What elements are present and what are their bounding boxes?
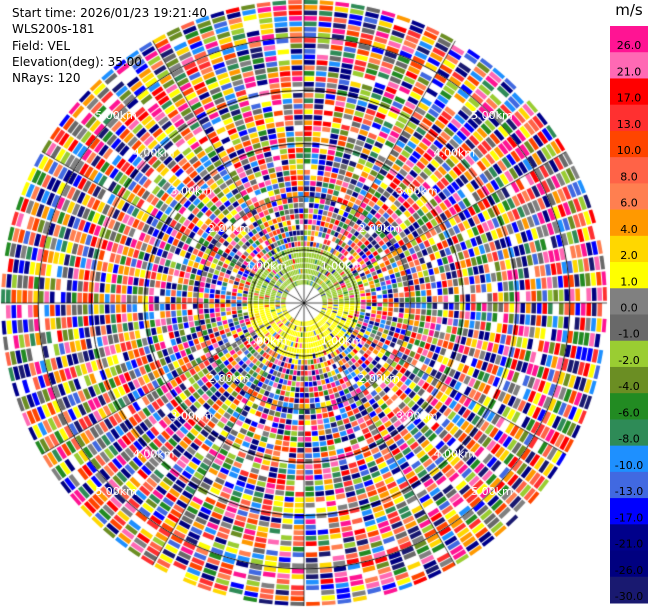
ring-label-5km-2: 5.00km [95,485,137,498]
ring-label-4km-0: 4.00km [133,147,175,160]
colorbar-tick-label: -10.0 [615,459,643,472]
ring-label-2km-2: 2.00km [208,372,250,385]
ring-label-1km-0: 1.00km [246,259,288,272]
colorbar-tick-label: 17.0 [617,92,642,105]
ring-label-5km-3: 5.00km [471,485,513,498]
instrument-label: WLS200s-181 [12,22,95,37]
colorbar-tick-label: 8.0 [620,170,638,183]
colorbar-tick-label: -1.0 [618,328,639,341]
colorbar-tick-label: 1.0 [620,275,638,288]
colorbar-swatch [610,524,648,552]
colorbar-tick-label: 4.0 [620,223,638,236]
colorbar-swatch [610,235,648,263]
colorbar-tick-label: 26.0 [617,39,642,52]
colorbar-swatch [610,78,648,106]
colorbar-tick-label: -2.0 [618,354,639,367]
ring-label-2km-3: 2.00km [358,372,400,385]
colorbar-tick-label: 0.0 [620,302,638,315]
colorbar-tick-label: -26.0 [615,564,643,577]
colorbar-swatch [610,419,648,447]
colorbar-swatch [610,576,648,604]
colorbar-tick-label: 13.0 [617,118,642,131]
ring-label-4km-3: 4.00km [434,447,476,460]
colorbar-tick-label: -13.0 [615,485,643,498]
nrays-label: NRays: 120 [12,71,81,86]
ring-label-1km-3: 1.00km [321,335,363,348]
start-time-label: Start time: 2026/01/23 19:21:40 [12,6,207,20]
colorbar-tick-label: -21.0 [615,538,643,551]
colorbar-tick-label: -8.0 [618,433,639,446]
colorbar-swatch [610,130,648,158]
range-ring-labels: 1.00km 1.00km 1.00km 1.00km 2.00km 2.00km 2.00… [0,0,610,610]
colorbar-tick-label: 21.0 [617,65,642,78]
ring-label-5km-0: 5.00km [95,109,137,122]
plot-info: Start time: 2026/01/23 19:21:40 WLS200s-… [12,5,207,86]
colorbar-tick-label: -4.0 [618,380,639,393]
ring-label-2km-0: 2.00km [208,222,250,235]
ring-label-3km-2: 3.00km [170,410,212,423]
colorbar-tick-label: -17.0 [615,511,643,524]
colorbar-swatch [610,471,648,499]
colorbar-swatch [610,26,648,53]
colorbar-tick-label: -6.0 [618,406,639,419]
colorbar-swatch [610,393,648,420]
colorbar-tick-label: 2.0 [620,249,638,262]
colorbar-swatch [610,52,648,79]
ring-label-3km-0: 3.00km [170,184,212,197]
ring-label-1km-1: 1.00km [321,259,363,272]
ring-label-2km-1: 2.00km [358,222,400,235]
ring-label-5km-1: 5.00km [471,109,513,122]
velocity-colorbar: m/s 26.0 21.0 17.0 13.0 10.0 8.0 6.0 4.0 2.0 1.0 0.… [610,1,648,604]
ring-label-4km-2: 4.00km [133,447,175,460]
colorbar-swatch [610,340,648,368]
colorbar-swatch [610,366,648,394]
colorbar-tick-label: 6.0 [620,197,638,210]
ring-label-3km-3: 3.00km [396,410,438,423]
ring-label-3km-1: 3.00km [396,184,438,197]
colorbar-swatch [610,209,648,237]
ring-label-4km-1: 4.00km [434,147,476,160]
colorbar-swatch [610,314,648,342]
colorbar-swatch [610,262,648,289]
elevation-label: Elevation(deg): 35.00 [12,54,142,69]
colorbar-swatch [610,550,648,578]
ppi-velocity-plot [0,0,610,610]
colorbar-swatch [610,445,648,473]
colorbar-swatch [610,183,648,211]
colorbar-tick-label: -30.0 [615,590,643,603]
colorbar-swatch [610,104,648,132]
colorbar-swatch [610,288,648,315]
colorbar-swatch [610,157,648,184]
colorbar-swatch [610,498,648,525]
colorbar-unit-label: m/s [615,1,643,19]
colorbar-tick-label: 10.0 [617,144,642,157]
ring-label-1km-2: 1.00km [246,335,288,348]
field-label: Field: VEL [12,38,71,53]
